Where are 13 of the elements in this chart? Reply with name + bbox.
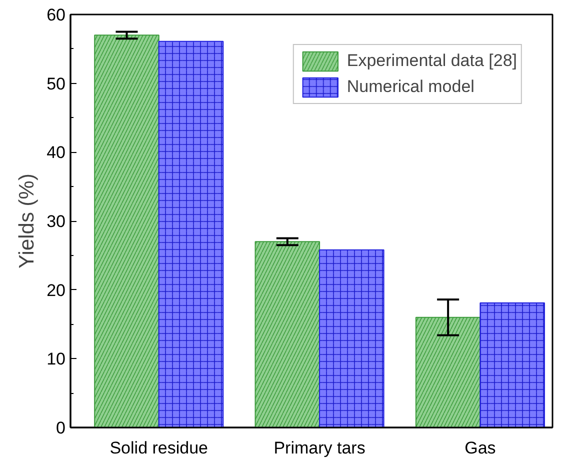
- y-tick-label: 20: [46, 280, 66, 300]
- legend-label: Experimental data [28]: [346, 51, 517, 71]
- y-tick-label: 60: [46, 6, 66, 24]
- legend-label: Numerical model: [346, 77, 474, 97]
- y-tick-label: 10: [46, 350, 66, 369]
- y-tick-label: 40: [46, 143, 66, 162]
- y-tick-label: 30: [46, 212, 66, 231]
- y-tick-label: 50: [46, 74, 66, 94]
- y-axis-title: Yields (%): [16, 174, 39, 268]
- x-tick-label: Gas: [464, 438, 496, 458]
- y-tick-label: 0: [56, 418, 66, 438]
- x-tick-label: Solid residue: [110, 438, 208, 458]
- x-tick-label: Primary tars: [274, 438, 366, 458]
